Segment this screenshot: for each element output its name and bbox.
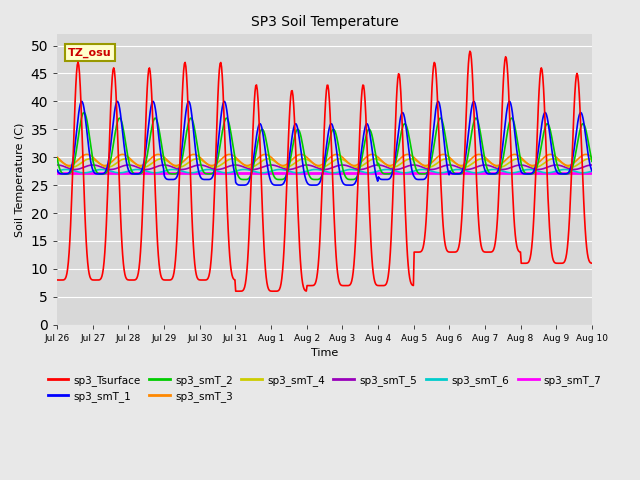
sp3_smT_5 <box>63 165 70 170</box>
sp3_smT_7 <box>118 170 125 176</box>
sp3_smT_1 <box>78 98 86 104</box>
sp3_Tsurface <box>235 288 243 294</box>
sp3_Tsurface <box>406 275 413 281</box>
sp3_smT_1 <box>202 177 209 182</box>
sp3_smT_7 <box>390 170 397 176</box>
sp3_smT_2 <box>63 171 70 177</box>
sp3_smT_6 <box>173 167 180 173</box>
sp3_smT_6 <box>202 167 209 173</box>
sp3_smT_4 <box>390 164 398 170</box>
sp3_smT_1 <box>119 130 127 135</box>
sp3_smT_3 <box>53 154 61 160</box>
Line: sp3_smT_3: sp3_smT_3 <box>57 155 592 166</box>
sp3_smT_4 <box>53 156 61 162</box>
sp3_smT_6 <box>579 170 587 176</box>
sp3_smT_1 <box>53 167 61 173</box>
sp3_smT_7 <box>588 170 596 176</box>
sp3_smT_3 <box>582 152 590 157</box>
sp3_Tsurface <box>588 260 596 266</box>
sp3_smT_4 <box>173 164 180 170</box>
sp3_smT_3 <box>202 159 209 165</box>
sp3_Tsurface <box>118 240 125 246</box>
sp3_Tsurface <box>466 48 474 54</box>
sp3_smT_2 <box>202 170 209 176</box>
sp3_smT_7 <box>63 170 70 176</box>
sp3_smT_6 <box>390 168 398 173</box>
sp3_smT_4 <box>68 164 76 170</box>
sp3_smT_7 <box>53 170 61 176</box>
sp3_smT_3 <box>119 152 127 157</box>
sp3_smT_6 <box>53 168 61 174</box>
sp3_smT_7 <box>405 170 413 176</box>
sp3_smT_3 <box>65 163 73 168</box>
sp3_smT_4 <box>63 163 70 168</box>
sp3_smT_6 <box>119 170 127 176</box>
sp3_Tsurface <box>63 271 70 276</box>
sp3_smT_5 <box>588 162 596 168</box>
sp3_smT_7 <box>200 170 208 176</box>
sp3_smT_6 <box>64 167 72 172</box>
sp3_smT_3 <box>63 162 70 168</box>
sp3_smT_3 <box>390 161 398 167</box>
sp3_smT_1 <box>63 171 70 177</box>
Line: sp3_smT_4: sp3_smT_4 <box>57 159 592 167</box>
sp3_smT_2 <box>391 163 399 168</box>
sp3_smT_2 <box>241 177 248 182</box>
sp3_smT_4 <box>406 156 413 162</box>
sp3_smT_1 <box>406 159 414 165</box>
Line: sp3_Tsurface: sp3_Tsurface <box>57 51 592 291</box>
sp3_smT_2 <box>80 109 88 115</box>
Legend: sp3_Tsurface, sp3_smT_1, sp3_smT_2, sp3_smT_3, sp3_smT_4, sp3_smT_5, sp3_smT_6, : sp3_Tsurface, sp3_smT_1, sp3_smT_2, sp3_… <box>44 371 605 406</box>
sp3_Tsurface <box>172 248 180 253</box>
sp3_smT_1 <box>391 157 399 163</box>
sp3_smT_5 <box>390 167 398 172</box>
sp3_smT_4 <box>202 160 209 166</box>
Title: SP3 Soil Temperature: SP3 Soil Temperature <box>251 15 399 29</box>
sp3_smT_3 <box>588 154 596 160</box>
sp3_smT_5 <box>202 163 209 169</box>
sp3_smT_2 <box>406 141 414 147</box>
sp3_smT_4 <box>588 156 596 162</box>
sp3_smT_5 <box>71 167 79 172</box>
sp3_smT_5 <box>173 166 180 171</box>
sp3_smT_4 <box>585 156 593 162</box>
sp3_smT_7 <box>172 170 180 176</box>
sp3_smT_6 <box>406 169 413 175</box>
Line: sp3_smT_1: sp3_smT_1 <box>57 101 592 185</box>
sp3_smT_6 <box>588 168 596 174</box>
Y-axis label: Soil Temperature (C): Soil Temperature (C) <box>15 122 25 237</box>
sp3_smT_6 <box>62 167 70 172</box>
sp3_smT_5 <box>119 163 127 169</box>
sp3_smT_2 <box>119 123 127 129</box>
sp3_smT_1 <box>588 168 596 174</box>
sp3_Tsurface <box>200 277 208 283</box>
sp3_smT_4 <box>119 156 127 162</box>
sp3_Tsurface <box>53 277 61 283</box>
Line: sp3_smT_5: sp3_smT_5 <box>57 165 592 169</box>
Line: sp3_smT_6: sp3_smT_6 <box>57 169 592 173</box>
sp3_smT_3 <box>406 152 413 157</box>
Line: sp3_smT_2: sp3_smT_2 <box>57 112 592 180</box>
sp3_smT_1 <box>239 182 246 188</box>
X-axis label: Time: Time <box>311 348 338 358</box>
sp3_smT_3 <box>173 163 180 168</box>
sp3_smT_2 <box>588 158 596 164</box>
sp3_Tsurface <box>390 159 398 165</box>
sp3_smT_5 <box>406 163 413 168</box>
sp3_smT_1 <box>173 174 180 180</box>
Text: TZ_osu: TZ_osu <box>68 48 111 58</box>
sp3_smT_5 <box>53 162 61 168</box>
sp3_smT_2 <box>173 170 180 176</box>
sp3_smT_2 <box>53 156 61 161</box>
